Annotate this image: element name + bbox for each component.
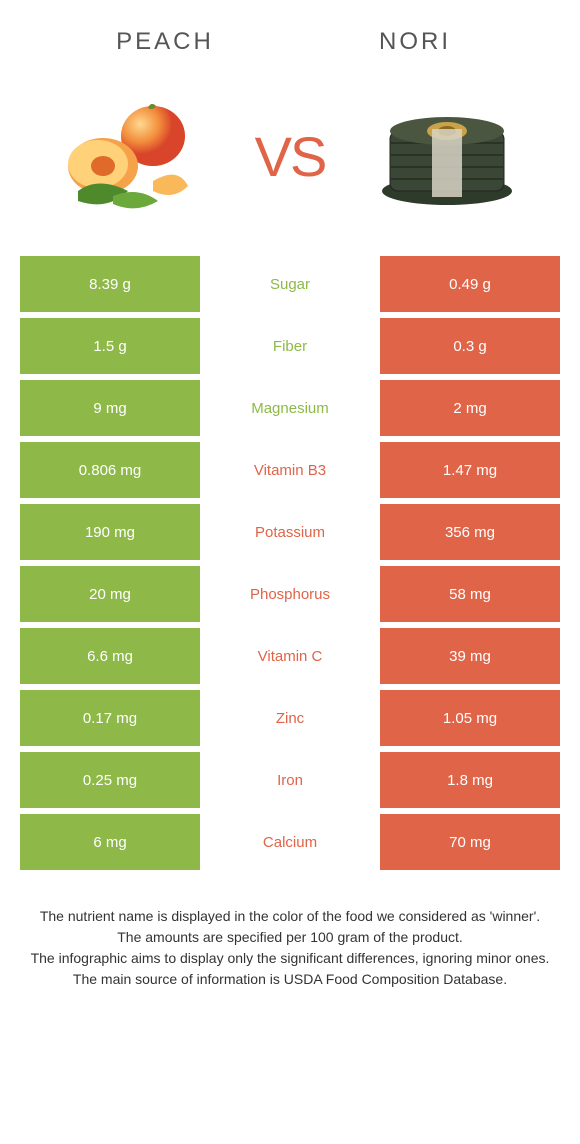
table-row: 0.17 mgZinc1.05 mg — [20, 690, 560, 746]
vs-label: VS — [247, 124, 334, 189]
value-right: 0.49 g — [380, 256, 560, 312]
value-right: 356 mg — [380, 504, 560, 560]
nori-image — [343, 86, 550, 226]
nutrient-label: Vitamin C — [200, 628, 380, 684]
value-right: 70 mg — [380, 814, 560, 870]
food-name-right: NORI — [290, 28, 540, 56]
table-row: 6.6 mgVitamin C39 mg — [20, 628, 560, 684]
table-row: 0.25 mgIron1.8 mg — [20, 752, 560, 808]
nutrient-label: Magnesium — [200, 380, 380, 436]
nori-icon — [372, 101, 522, 211]
nutrient-label: Iron — [200, 752, 380, 808]
value-left: 20 mg — [20, 566, 200, 622]
nutrient-label: Vitamin B3 — [200, 442, 380, 498]
table-row: 190 mgPotassium356 mg — [20, 504, 560, 560]
footnote-line: The infographic aims to display only the… — [30, 948, 550, 969]
images-row: VS — [0, 66, 580, 256]
value-left: 0.25 mg — [20, 752, 200, 808]
value-right: 58 mg — [380, 566, 560, 622]
value-right: 1.8 mg — [380, 752, 560, 808]
value-right: 1.47 mg — [380, 442, 560, 498]
value-left: 0.17 mg — [20, 690, 200, 746]
food-name-left: PEACH — [40, 28, 290, 56]
table-row: 6 mgCalcium70 mg — [20, 814, 560, 870]
value-right: 1.05 mg — [380, 690, 560, 746]
footnote-line: The main source of information is USDA F… — [30, 969, 550, 990]
nutrient-label: Zinc — [200, 690, 380, 746]
value-left: 0.806 mg — [20, 442, 200, 498]
value-right: 39 mg — [380, 628, 560, 684]
value-left: 8.39 g — [20, 256, 200, 312]
value-left: 1.5 g — [20, 318, 200, 374]
footnotes: The nutrient name is displayed in the co… — [0, 876, 580, 1030]
value-left: 9 mg — [20, 380, 200, 436]
peach-icon — [58, 96, 208, 216]
value-right: 0.3 g — [380, 318, 560, 374]
table-row: 20 mgPhosphorus58 mg — [20, 566, 560, 622]
value-left: 190 mg — [20, 504, 200, 560]
header-row: PEACH NORI — [0, 0, 580, 66]
nutrient-label: Calcium — [200, 814, 380, 870]
table-row: 0.806 mgVitamin B31.47 mg — [20, 442, 560, 498]
value-left: 6 mg — [20, 814, 200, 870]
footnote-line: The amounts are specified per 100 gram o… — [30, 927, 550, 948]
nutrient-label: Potassium — [200, 504, 380, 560]
nutrient-label: Sugar — [200, 256, 380, 312]
value-right: 2 mg — [380, 380, 560, 436]
nutrient-label: Fiber — [200, 318, 380, 374]
value-left: 6.6 mg — [20, 628, 200, 684]
peach-image — [30, 86, 237, 226]
table-row: 8.39 gSugar0.49 g — [20, 256, 560, 312]
table-row: 9 mgMagnesium2 mg — [20, 380, 560, 436]
comparison-table: 8.39 gSugar0.49 g 1.5 gFiber0.3 g 9 mgMagn… — [0, 256, 580, 870]
footnote-line: The nutrient name is displayed in the co… — [30, 906, 550, 927]
nutrient-label: Phosphorus — [200, 566, 380, 622]
table-row: 1.5 gFiber0.3 g — [20, 318, 560, 374]
